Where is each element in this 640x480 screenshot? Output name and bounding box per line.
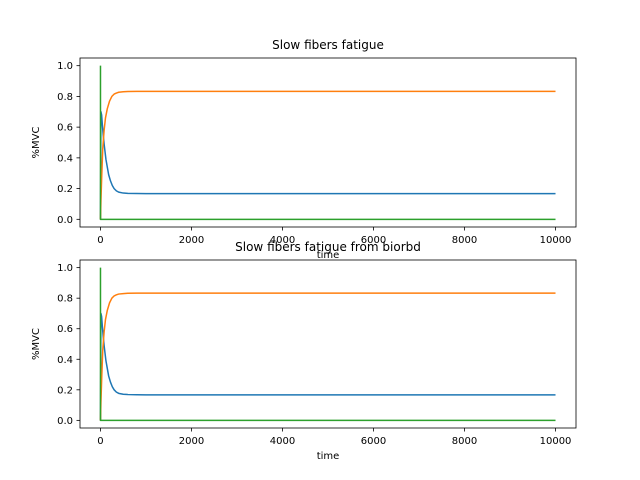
x-tick-label: 8000: [452, 436, 477, 447]
series-line-1: [99, 111, 556, 220]
x-tick-label: 4000: [270, 436, 295, 447]
subplot-2: 0 2000 4000 6000 8000 10000 0.0 0.2 0.4 0.6 0.8 1.0…: [31, 240, 577, 462]
series-line-3: [99, 267, 556, 422]
y-tick-label: 1.0: [57, 61, 73, 72]
y-tick-label: 0.2: [57, 385, 73, 396]
series-line-2: [99, 90, 556, 220]
y-tick-label: 0.6: [57, 324, 73, 335]
x-tick-label: 8000: [452, 235, 477, 246]
series-line-2: [99, 292, 556, 421]
y-tick-label: 0.2: [57, 184, 73, 195]
x-axis-label: time: [317, 250, 340, 261]
y-tick-label: 0.8: [57, 294, 73, 305]
chart-title: Slow fibers fatigue from biorbd: [235, 240, 421, 254]
series-line-3: [99, 65, 556, 221]
x-tick-label: 0: [97, 436, 103, 447]
chart-title: Slow fibers fatigue: [272, 38, 384, 52]
x-tick-label: 10000: [540, 436, 572, 447]
y-tick-label: 0.0: [57, 416, 73, 427]
y-axis-label: %MVC: [31, 328, 42, 360]
x-tick-label: 2000: [179, 235, 204, 246]
x-tick-label: 4000: [270, 235, 295, 246]
x-tick-label: 2000: [179, 436, 204, 447]
axes-frame: [79, 259, 577, 429]
y-tick-label: 0.4: [57, 153, 73, 164]
x-tick-label: 6000: [361, 436, 386, 447]
axes-frame: [79, 57, 577, 228]
x-tick-label: 10000: [540, 235, 572, 246]
y-tick-label: 0.6: [57, 123, 73, 134]
y-tick-label: 0.4: [57, 355, 73, 366]
y-tick-label: 1.0: [57, 263, 73, 274]
x-tick-label: 0: [97, 235, 103, 246]
y-tick-label: 0.8: [57, 92, 73, 103]
y-tick-label: 0.0: [57, 215, 73, 226]
x-axis-label: time: [317, 451, 340, 462]
series-line-1: [99, 312, 556, 421]
subplot-1: 0 2000 4000 6000 8000 10000 0.0 0.2 0.4 0.6 0.8 1.0…: [31, 38, 577, 261]
y-axis-label: %MVC: [31, 127, 42, 159]
x-tick-label: 6000: [361, 235, 386, 246]
